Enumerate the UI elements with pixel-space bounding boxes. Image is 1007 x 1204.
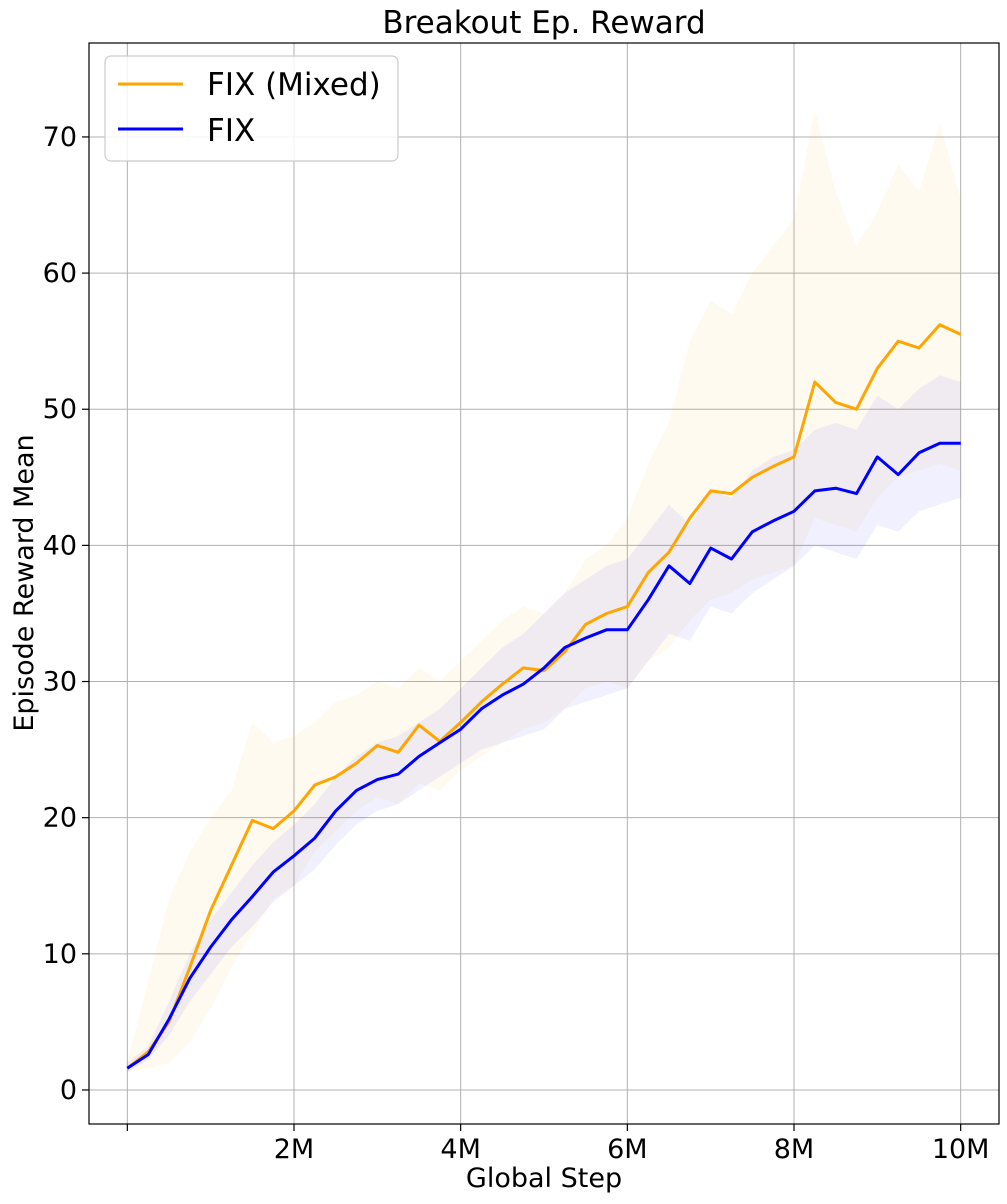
grid-lines — [89, 43, 999, 1124]
x-axis-title: Global Step — [466, 1163, 622, 1194]
series-lines — [126, 323, 962, 1070]
band-fix — [127, 375, 961, 1073]
y-tick-label: 70 — [43, 122, 77, 153]
y-tick-label: 0 — [60, 1075, 77, 1106]
legend-box — [104, 55, 399, 162]
y-tick-label: 60 — [43, 258, 77, 289]
plot-area-frame — [88, 42, 1000, 1125]
band-fix-mixed — [127, 109, 961, 1073]
legend: FIX (Mixed) FIX — [104, 55, 399, 162]
y-tick-label: 30 — [43, 667, 77, 698]
chart-title: Breakout Ep. Reward — [382, 5, 705, 41]
x-tick-label: 2M — [274, 1134, 314, 1165]
y-tick-label: 20 — [43, 803, 77, 834]
confidence-bands — [127, 109, 961, 1073]
x-axis-ticks: 2M 4M 6M 8M 10M — [126, 1124, 990, 1165]
y-tick-label: 40 — [43, 530, 77, 561]
x-tick-label: 10M — [932, 1134, 990, 1165]
y-axis-title: Episode Reward Mean — [9, 434, 40, 731]
y-tick-label: 50 — [43, 394, 77, 425]
y-axis-ticks: 0 10 20 30 40 50 60 70 — [43, 122, 89, 1106]
y-tick-label: 10 — [43, 939, 77, 970]
x-tick-label: 8M — [774, 1134, 814, 1165]
x-tick-label: 4M — [440, 1134, 480, 1165]
x-tick-label: 6M — [607, 1134, 647, 1165]
legend-label-fix-mixed: FIX (Mixed) — [207, 67, 381, 103]
legend-label-fix: FIX — [207, 113, 255, 149]
